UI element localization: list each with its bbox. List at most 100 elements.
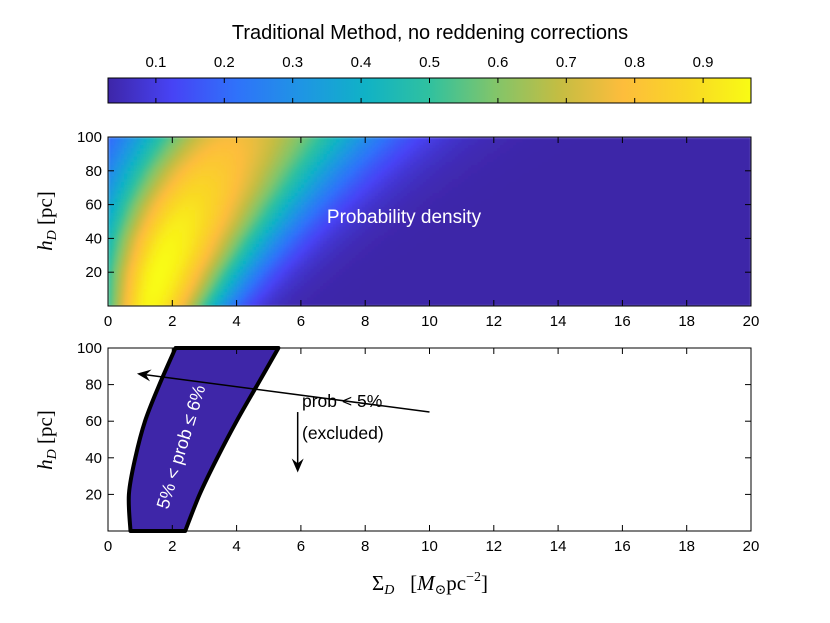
heatmap-cell bbox=[464, 145, 469, 149]
heatmap-cell bbox=[458, 151, 463, 155]
heatmap-cell bbox=[275, 159, 279, 163]
heatmap-cell bbox=[326, 198, 331, 203]
heatmap-cell bbox=[230, 165, 234, 169]
heatmap-cell bbox=[133, 139, 138, 144]
heatmap-cell bbox=[677, 162, 681, 166]
heatmap-cell bbox=[294, 162, 299, 166]
heatmap-cell bbox=[554, 153, 559, 158]
heatmap-cell bbox=[210, 139, 215, 144]
heatmap-cell bbox=[297, 176, 302, 180]
heatmap-cell bbox=[140, 184, 144, 189]
heatmap-cell bbox=[358, 201, 363, 206]
heatmap-cell bbox=[349, 173, 353, 178]
heatmap-cell bbox=[262, 139, 267, 144]
heatmap-cell bbox=[239, 184, 244, 189]
colorbar-tick-label: 0.7 bbox=[556, 54, 577, 71]
heatmap-cell bbox=[297, 201, 302, 206]
heatmap-cell bbox=[172, 142, 177, 147]
heatmap-cell bbox=[558, 162, 562, 166]
heatmap-cell bbox=[220, 173, 225, 178]
heatmap-cell bbox=[108, 142, 112, 147]
heatmap-cell bbox=[532, 165, 537, 169]
heatmap-cell bbox=[387, 184, 392, 189]
heatmap-cell bbox=[635, 137, 640, 141]
heatmap-cell bbox=[522, 173, 527, 178]
heatmap-cell bbox=[709, 182, 714, 186]
heatmap-cell bbox=[246, 196, 251, 200]
heatmap-cell bbox=[522, 190, 527, 194]
heatmap-cell bbox=[587, 137, 591, 141]
heatmap-cell bbox=[120, 137, 125, 141]
heatmap-cell bbox=[590, 156, 595, 161]
heatmap-cell bbox=[689, 179, 694, 183]
heatmap-cell bbox=[310, 167, 315, 172]
heatmap-cell bbox=[667, 173, 672, 178]
heatmap-cell bbox=[477, 176, 482, 180]
heatmap-cell bbox=[300, 148, 305, 152]
heatmap-cell bbox=[445, 184, 450, 189]
heatmap-cell bbox=[471, 187, 476, 192]
heatmap-cell bbox=[439, 167, 443, 172]
heatmap-cell bbox=[323, 190, 328, 194]
heatmap-cell bbox=[680, 179, 685, 183]
heatmap-cell bbox=[648, 176, 652, 180]
heatmap-cell bbox=[130, 159, 135, 163]
heatmap-cell bbox=[300, 142, 305, 147]
heatmap-cell bbox=[439, 184, 443, 189]
heatmap-cell bbox=[342, 173, 347, 178]
heatmap-cell bbox=[509, 162, 514, 166]
heatmap-cell bbox=[236, 179, 241, 183]
heatmap-cell bbox=[615, 145, 620, 149]
heatmap-cell bbox=[632, 182, 636, 186]
heatmap-cell bbox=[146, 193, 151, 197]
heatmap-cell bbox=[288, 167, 292, 172]
heatmap-cell bbox=[188, 184, 193, 189]
heatmap-cell bbox=[519, 173, 524, 178]
heatmap-cell bbox=[506, 153, 511, 158]
heatmap-cell bbox=[313, 151, 318, 155]
heatmap-cell bbox=[432, 151, 437, 155]
heatmap-cell bbox=[628, 170, 633, 175]
heatmap-cell bbox=[133, 182, 138, 186]
heatmap-cell bbox=[400, 159, 405, 163]
heatmap-cell bbox=[407, 179, 411, 183]
heatmap-cell bbox=[220, 196, 225, 200]
heatmap-cell bbox=[532, 170, 537, 175]
heatmap-cell bbox=[361, 151, 366, 155]
heatmap-cell bbox=[712, 156, 717, 161]
heatmap-cell bbox=[339, 167, 344, 172]
heatmap-cell bbox=[419, 173, 424, 178]
heatmap-cell bbox=[583, 165, 588, 169]
heatmap-cell bbox=[210, 167, 215, 172]
heatmap-cell bbox=[220, 142, 225, 147]
heatmap-cell bbox=[413, 137, 418, 141]
heatmap-cell bbox=[217, 159, 222, 163]
heatmap-cell bbox=[226, 142, 231, 147]
heatmap-cell bbox=[551, 196, 556, 200]
heatmap-cell bbox=[458, 193, 463, 197]
heatmap-cell bbox=[641, 179, 646, 183]
heatmap-cell bbox=[542, 145, 546, 149]
heatmap-cell bbox=[365, 142, 370, 147]
heatmap-cell bbox=[394, 159, 398, 163]
heatmap-cell bbox=[542, 159, 546, 163]
heatmap-cell bbox=[345, 173, 350, 178]
heatmap-cell bbox=[120, 165, 125, 169]
heatmap-cell bbox=[271, 151, 276, 155]
heatmap-cell bbox=[490, 167, 495, 172]
heatmap-cell bbox=[625, 162, 630, 166]
heatmap-cell bbox=[294, 201, 299, 206]
heatmap-cell bbox=[442, 182, 447, 186]
heatmap-cell bbox=[361, 165, 366, 169]
heatmap-cell bbox=[439, 156, 443, 161]
heatmap-cell bbox=[117, 187, 122, 192]
heatmap-cell bbox=[519, 198, 524, 203]
heatmap-cell bbox=[233, 137, 238, 141]
heatmap-cell bbox=[673, 148, 678, 152]
heatmap-cell bbox=[169, 193, 173, 197]
heatmap-cell bbox=[400, 179, 405, 183]
heatmap-cell bbox=[542, 193, 546, 197]
heatmap-cell bbox=[635, 148, 640, 152]
heatmap-cell bbox=[516, 204, 521, 209]
heatmap-cell bbox=[271, 162, 276, 166]
